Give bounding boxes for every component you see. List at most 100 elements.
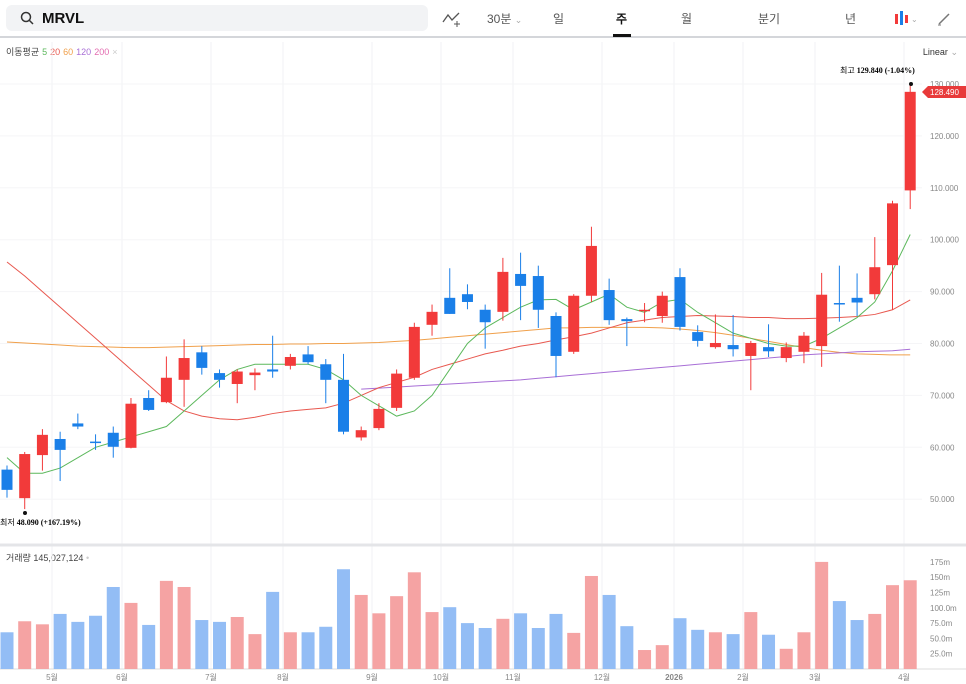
tab-month[interactable]: 월 — [681, 12, 693, 26]
candle — [833, 265, 845, 322]
candle-body — [780, 347, 792, 359]
month-label: 4월 — [898, 672, 910, 682]
candle — [302, 346, 314, 365]
scale-label: Linear — [922, 47, 948, 57]
ma20-line — [6, 261, 911, 421]
candle — [125, 397, 137, 449]
candle-body — [461, 294, 473, 302]
volume-tick: 50.0m — [930, 634, 953, 643]
volume-tick: 100.0m — [930, 604, 957, 613]
volume-bar — [673, 618, 687, 669]
candle-body — [54, 438, 66, 450]
volume-bar — [638, 650, 652, 669]
toolbar: MRVL 30분 ⌄ 일 주 월 분기 년 ⌄ — [0, 0, 966, 38]
volume-bar — [903, 580, 917, 669]
volume-bar — [850, 620, 864, 669]
scale-dropdown[interactable]: Linear ⌄ — [923, 47, 958, 58]
volume-bar — [726, 634, 740, 669]
month-label: 10월 — [433, 672, 449, 682]
candle — [745, 340, 757, 391]
candle — [19, 451, 31, 510]
candle — [585, 226, 597, 302]
volume-bar — [744, 612, 758, 669]
tab-day[interactable]: 일 — [553, 12, 565, 26]
volume-bar — [159, 580, 173, 669]
volume-bar — [691, 629, 705, 669]
candle-body — [196, 352, 208, 368]
candle — [798, 332, 810, 364]
ma5-line — [6, 234, 911, 474]
volume-tick: 150m — [930, 573, 950, 582]
ma120-line — [361, 348, 911, 390]
volume-bar — [655, 645, 669, 669]
volume-bar — [372, 613, 386, 669]
settings-dot-icon[interactable]: • — [85, 553, 90, 563]
chevron-down-icon: ⌄ — [514, 15, 523, 25]
ma20-label: 20 — [50, 47, 61, 57]
interval-dropdown[interactable]: 30분 ⌄ — [487, 10, 522, 27]
price-tick: 50.000 — [930, 495, 955, 504]
tab-year[interactable]: 년 — [845, 12, 857, 26]
candle-body — [869, 267, 881, 295]
candle — [461, 284, 473, 310]
symbol-search-input[interactable]: MRVL — [6, 5, 428, 31]
month-label: 5월 — [46, 672, 58, 682]
low-marker — [23, 511, 27, 515]
candle-body — [302, 354, 314, 363]
volume-bar — [142, 624, 156, 669]
month-label: 2월 — [737, 672, 749, 682]
volume-bar — [266, 591, 280, 669]
candle-body — [391, 373, 403, 408]
candle — [107, 426, 119, 458]
candle — [249, 368, 261, 391]
tab-quarter[interactable]: 분기 — [758, 12, 781, 26]
search-icon — [20, 11, 34, 25]
volume-bar — [797, 632, 811, 669]
ma-legend[interactable]: 이동평균 5 20 60 120 200 × — [6, 45, 121, 58]
price-tick: 130.000 — [930, 80, 959, 89]
volume-bar — [213, 621, 227, 669]
high-annotation: 최고 129.840 (-1.04%) — [840, 65, 915, 75]
candle-body — [639, 309, 651, 312]
draw-pencil-icon[interactable] — [936, 11, 952, 27]
candle — [267, 335, 279, 378]
candle-body — [692, 332, 704, 341]
candle-body — [568, 295, 580, 352]
month-label: 12월 — [594, 672, 610, 682]
volume-bar — [407, 572, 421, 669]
candle — [532, 265, 544, 328]
symbol-text: MRVL — [42, 9, 85, 27]
volume-bar — [283, 632, 297, 669]
candle — [869, 237, 881, 300]
high-marker — [909, 82, 913, 86]
tab-week[interactable]: 주 — [616, 12, 628, 26]
candle-body — [851, 297, 863, 303]
volume-bar — [195, 620, 209, 669]
candle-body — [267, 369, 279, 372]
candle — [160, 356, 172, 404]
volume-bar — [35, 624, 49, 669]
candle-body — [178, 358, 190, 380]
month-label: 8월 — [277, 672, 289, 682]
candle — [320, 359, 332, 404]
candle-body — [727, 345, 739, 350]
candle-body — [444, 297, 456, 314]
volume-bar — [354, 594, 368, 669]
volume-bar — [602, 594, 616, 669]
volume-bar — [71, 621, 85, 669]
close-icon[interactable]: × — [112, 47, 118, 57]
volume-tick: 75.0m — [930, 619, 953, 628]
indicator-add-icon[interactable] — [441, 10, 463, 28]
candle-body — [532, 276, 544, 310]
candle — [479, 304, 491, 349]
candle-body — [320, 364, 332, 380]
volume-bar — [319, 626, 333, 669]
candle — [337, 353, 349, 435]
volume-bar — [0, 632, 14, 669]
candle — [656, 291, 668, 323]
volume-bar — [124, 602, 138, 669]
candle-type-icon[interactable]: ⌄ — [893, 10, 917, 28]
candle-body — [125, 403, 137, 448]
month-label: 9월 — [366, 672, 378, 682]
